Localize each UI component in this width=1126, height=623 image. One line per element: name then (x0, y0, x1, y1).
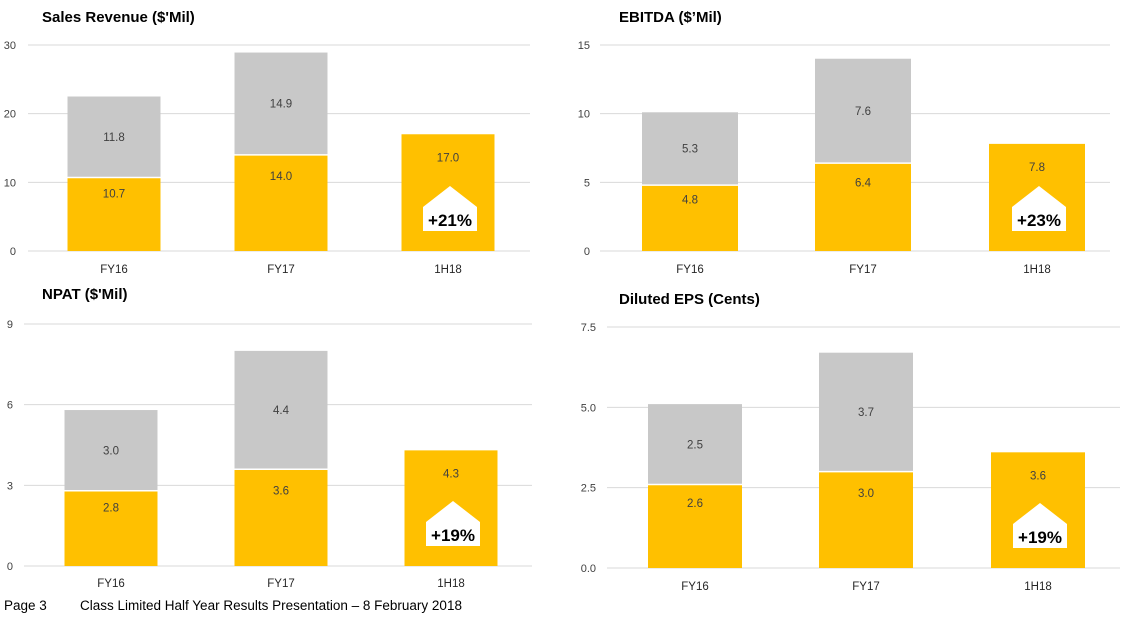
x-category-label: 1H18 (437, 578, 465, 590)
growth-label: +19% (1018, 528, 1062, 547)
y-tick-label: 2.5 (581, 483, 596, 495)
y-tick-label: 5.0 (581, 402, 596, 414)
x-category-label: FY16 (97, 578, 125, 590)
chart-title: NPAT ($'Mil) (42, 286, 128, 303)
bar-top (819, 352, 913, 472)
data-label: 5.3 (682, 144, 698, 156)
y-tick-label: 7.5 (581, 322, 596, 334)
x-category-label: FY17 (267, 264, 295, 276)
y-tick-label: 20 (4, 109, 16, 121)
footer: Page 3 Class Limited Half Year Results Pr… (4, 598, 462, 613)
growth-arrow (1012, 186, 1066, 231)
bar-top (67, 96, 161, 178)
data-label: 2.6 (687, 498, 703, 510)
data-label: 3.6 (1030, 470, 1046, 482)
y-tick-label: 30 (4, 40, 16, 52)
data-label: 10.7 (103, 189, 125, 201)
growth-badge: +19% (426, 501, 480, 546)
growth-label: +19% (431, 526, 475, 545)
data-label: 2.5 (687, 439, 703, 451)
growth-badge: +19% (1013, 503, 1067, 548)
x-category-label: 1H18 (1023, 264, 1051, 276)
data-label: 4.3 (443, 468, 459, 480)
bar-bottom (642, 185, 738, 251)
growth-arrow (426, 501, 480, 546)
growth-badge: +23% (1012, 186, 1066, 231)
bar-top (648, 404, 742, 485)
data-label: 11.8 (103, 132, 125, 144)
y-tick-label: 6 (7, 400, 13, 412)
chart-title: Sales Revenue ($'Mil) (42, 9, 195, 26)
bar-bottom (67, 177, 161, 251)
growth-badge: +21% (423, 186, 477, 231)
x-category-label: FY16 (676, 264, 704, 276)
growth-label: +21% (428, 211, 472, 230)
y-tick-label: 10 (578, 109, 590, 121)
data-label: 3.7 (858, 407, 874, 419)
data-label: 14.9 (270, 99, 292, 111)
x-category-label: FY16 (100, 264, 128, 276)
bar-bottom (815, 163, 911, 251)
data-label: 14.0 (270, 171, 292, 183)
data-label: 17.0 (437, 152, 459, 164)
y-tick-label: 9 (7, 319, 13, 331)
x-category-label: 1H18 (434, 264, 462, 276)
y-tick-label: 0 (584, 246, 590, 258)
y-tick-label: 10 (4, 177, 16, 189)
footer-text: Class Limited Half Year Results Presenta… (80, 598, 462, 613)
bar-top (234, 52, 328, 155)
chart-title: EBITDA ($’Mil) (619, 9, 722, 26)
x-category-label: 1H18 (1024, 581, 1052, 593)
growth-arrow (423, 186, 477, 231)
footer-page-number: Page 3 (4, 598, 47, 613)
data-label: 6.4 (855, 177, 872, 189)
chart-title: Diluted EPS (Cents) (619, 291, 760, 308)
chart-4: Diluted EPS (Cents) 0.0 2.5 5.0 7.5 2.6 2.5 FY1… (581, 291, 1120, 593)
y-tick-label: 3 (7, 480, 13, 492)
chart-3: NPAT ($'Mil) 0 3 6 9 2.8 3.0 FY16 3.6 4.4 FY17 4.3 +… (7, 286, 532, 590)
y-tick-label: 15 (578, 40, 590, 52)
data-label: 3.0 (858, 488, 874, 500)
data-label: 3.0 (103, 445, 119, 457)
x-category-label: FY17 (849, 264, 877, 276)
data-label: 4.8 (682, 195, 698, 207)
bar-top (234, 350, 328, 470)
bar-top (642, 112, 738, 186)
data-label: 3.6 (273, 485, 289, 497)
x-category-label: FY16 (681, 581, 709, 593)
bar-bottom (819, 471, 913, 568)
bar-top (815, 58, 911, 164)
growth-label: +23% (1017, 211, 1061, 230)
chart-1: Sales Revenue ($'Mil) 0 10 20 30 10.7 11.8 FY16… (4, 9, 530, 276)
y-tick-label: 5 (584, 177, 590, 189)
data-label: 7.6 (855, 106, 871, 118)
bar-bottom (64, 490, 158, 566)
data-label: 4.4 (273, 405, 290, 417)
x-category-label: FY17 (267, 578, 295, 590)
y-tick-label: 0 (7, 561, 13, 573)
x-category-label: FY17 (852, 581, 880, 593)
bar-top (64, 410, 158, 491)
bar-bottom (234, 154, 328, 251)
data-label: 7.8 (1029, 162, 1045, 174)
bar-bottom (648, 484, 742, 568)
y-tick-label: 0.0 (581, 563, 596, 575)
data-label: 2.8 (103, 502, 119, 514)
y-tick-label: 0 (10, 246, 16, 258)
bar-bottom (234, 469, 328, 566)
chart-2: EBITDA ($’Mil) 0 5 10 15 4.8 5.3 FY16 6.4 7.6 FY17… (578, 9, 1110, 276)
growth-arrow (1013, 503, 1067, 548)
